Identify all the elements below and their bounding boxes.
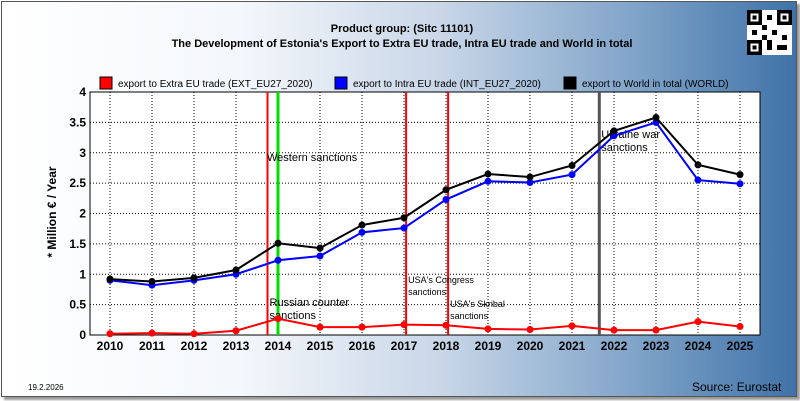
- x-tick-label: 2019: [475, 339, 502, 353]
- data-point: [568, 171, 576, 179]
- data-point: [610, 326, 618, 334]
- data-point: [694, 318, 702, 326]
- x-tick-label: 2021: [559, 339, 586, 353]
- data-point: [400, 321, 408, 329]
- data-point: [736, 180, 744, 188]
- event-label: Western sanctions: [267, 152, 358, 164]
- data-point: [526, 179, 534, 187]
- data-point: [652, 114, 660, 122]
- y-tick-label: 1: [79, 267, 86, 281]
- series-line-3: [109, 116, 741, 283]
- data-point: [148, 329, 156, 337]
- event-label: USA's Congress sanctions: [408, 275, 474, 297]
- y-tick-label: 0: [79, 328, 86, 342]
- data-point: [442, 196, 450, 204]
- data-point: [316, 244, 324, 252]
- x-tick-label: 2010: [97, 339, 124, 353]
- y-axis-label: * Million € / Year: [45, 166, 59, 257]
- y-tick-label: 2.5: [69, 176, 86, 190]
- qr-code-icon: [747, 10, 792, 55]
- x-tick-label: 2024: [685, 339, 712, 353]
- x-tick-label: 2012: [181, 339, 208, 353]
- data-point: [232, 327, 240, 335]
- legend-label: export to World in total (WORLD): [582, 79, 729, 90]
- legend-swatch: [99, 76, 113, 90]
- data-point: [484, 325, 492, 333]
- data-point: [190, 330, 198, 338]
- x-tick-label: 2020: [517, 339, 544, 353]
- chart-title-line1: Product group: (Sitc 11101): [330, 23, 474, 35]
- data-point: [526, 326, 534, 334]
- x-tick-label: 2017: [391, 339, 418, 353]
- data-point: [358, 323, 366, 331]
- x-tick-label: 2016: [349, 339, 376, 353]
- data-point: [442, 186, 450, 194]
- y-tick-label: 0.5: [69, 298, 86, 312]
- legend-label: export to Intra EU trade (INT_EU27_2020): [353, 79, 541, 90]
- data-point: [274, 315, 282, 323]
- y-tick-label: 3.5: [69, 115, 86, 129]
- event-label: USA's Skribal sanctions: [450, 299, 505, 321]
- x-tick-label: 2018: [433, 339, 460, 353]
- data-point: [190, 274, 198, 282]
- data-point: [274, 239, 282, 247]
- data-point: [106, 275, 114, 283]
- x-tick-label: 2025: [727, 339, 754, 353]
- data-point: [316, 252, 324, 260]
- y-tick-label: 1.5: [69, 237, 86, 251]
- data-point: [736, 171, 744, 179]
- x-tick-label: 2015: [307, 339, 334, 353]
- y-tick-label: 3: [79, 146, 86, 160]
- data-point: [610, 127, 618, 135]
- data-point: [694, 176, 702, 184]
- data-point: [694, 161, 702, 169]
- date-stamp: 19.2.2026: [28, 383, 64, 392]
- data-point: [358, 228, 366, 236]
- x-tick-label: 2023: [643, 339, 670, 353]
- legend-label: export to Extra EU trade (EXT_EU27_2020): [118, 79, 313, 90]
- data-point: [400, 224, 408, 232]
- legend-swatch: [563, 76, 577, 90]
- data-point: [610, 132, 618, 140]
- data-point: [442, 321, 450, 329]
- data-point: [568, 162, 576, 170]
- x-tick-label: 2013: [223, 339, 250, 353]
- data-point: [358, 221, 366, 229]
- data-point: [400, 214, 408, 222]
- data-point: [106, 330, 114, 338]
- x-tick-label: 2022: [601, 339, 628, 353]
- series-line-2: [109, 121, 741, 287]
- series-line-1: [109, 317, 741, 335]
- x-tick-label: 2014: [265, 339, 292, 353]
- legend-swatch: [334, 76, 348, 90]
- data-point: [484, 177, 492, 185]
- chart-title-line2: The Development of Estonia's Export to E…: [171, 38, 633, 50]
- data-point: [148, 278, 156, 286]
- y-tick-label: 4: [79, 85, 86, 99]
- data-point: [316, 323, 324, 331]
- data-point: [526, 173, 534, 181]
- data-point: [232, 266, 240, 274]
- data-point: [484, 170, 492, 178]
- x-tick-label: 2011: [139, 339, 165, 353]
- source-label: Source: Eurostat: [692, 380, 782, 394]
- data-point: [568, 322, 576, 330]
- data-point: [736, 322, 744, 330]
- data-point: [652, 326, 660, 334]
- y-tick-label: 2: [79, 207, 86, 221]
- data-point: [274, 256, 282, 264]
